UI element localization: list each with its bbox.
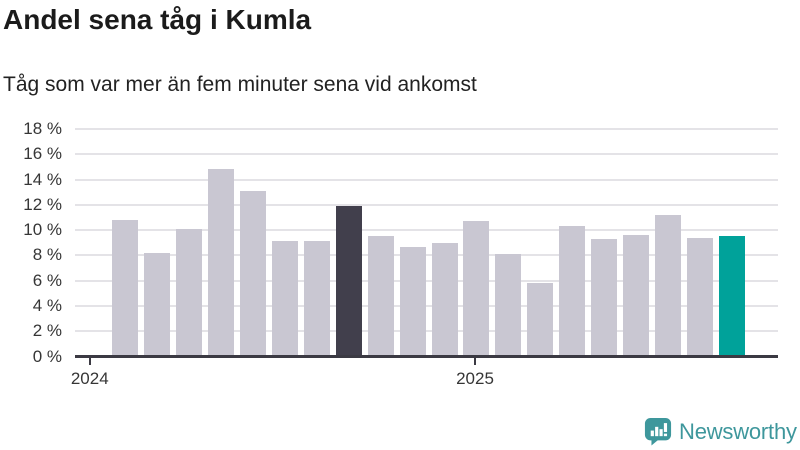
y-tick-label: 16 % [23, 144, 62, 164]
gridline [75, 128, 778, 130]
bar [591, 238, 618, 357]
newsworthy-wordmark: Newsworthy [679, 418, 797, 444]
gridline [75, 178, 778, 181]
bar [527, 283, 554, 357]
y-tick-label: 10 % [23, 220, 62, 240]
y-tick-label: 6 % [32, 270, 62, 290]
newsworthy-logo: Newsworthy [644, 417, 797, 446]
bar [271, 241, 298, 357]
y-tick-label: 14 % [23, 169, 62, 189]
gridline [75, 254, 778, 257]
y-tick-label: 12 % [23, 194, 62, 214]
newsworthy-icon [644, 417, 672, 446]
bar [463, 221, 490, 357]
bar [687, 237, 714, 357]
gridline [75, 330, 778, 333]
bar [303, 241, 330, 357]
bar [367, 236, 394, 357]
bar [431, 242, 458, 357]
bar [207, 169, 234, 357]
gridline [75, 304, 778, 307]
bar [623, 235, 650, 357]
bar [399, 246, 426, 357]
gridline [75, 203, 778, 206]
chart-subtitle: Tåg som var mer än fem minuter sena vid … [3, 73, 477, 96]
gridline [75, 279, 778, 282]
gridline [75, 153, 778, 156]
bar [143, 252, 170, 357]
x-axis-tick [474, 358, 476, 365]
y-tick-label: 2 % [32, 321, 62, 341]
x-tick-label: 2024 [70, 369, 109, 388]
chart-title: Andel sena tåg i Kumla [3, 4, 312, 35]
y-tick-label: 0 % [32, 346, 62, 366]
y-tick-label: 18 % [23, 119, 62, 138]
bar [559, 226, 586, 357]
bar [239, 190, 266, 357]
bar [719, 236, 746, 357]
x-axis-tick [88, 358, 91, 365]
bar [655, 214, 682, 357]
bar [112, 220, 138, 357]
bar [175, 228, 202, 357]
bar [495, 254, 522, 357]
y-tick-label: 8 % [32, 245, 62, 265]
x-tick-label: 2025 [456, 369, 494, 388]
bar [335, 206, 362, 357]
gridline [75, 229, 778, 232]
x-axis-line [75, 355, 778, 358]
y-tick-label: 4 % [32, 295, 62, 315]
